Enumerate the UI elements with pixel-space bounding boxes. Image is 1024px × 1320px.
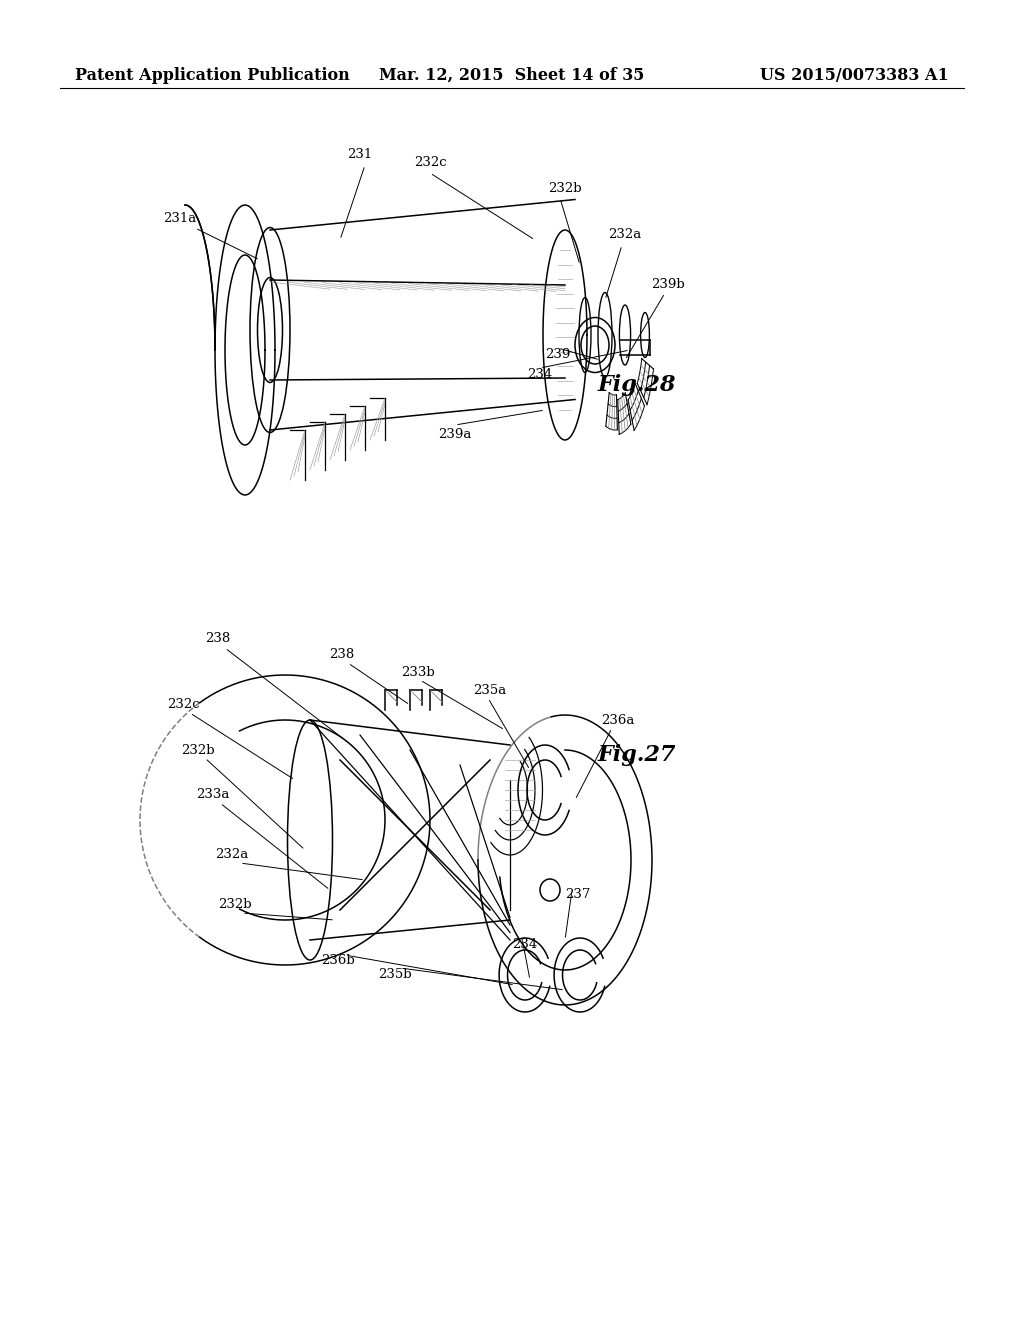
Text: 235b: 235b — [378, 969, 412, 982]
Text: 232a: 232a — [215, 849, 249, 862]
Text: Patent Application Publication: Patent Application Publication — [75, 66, 350, 83]
Text: 239: 239 — [546, 348, 570, 362]
Text: 234: 234 — [527, 368, 553, 381]
Text: 236b: 236b — [322, 953, 355, 966]
Text: 231: 231 — [347, 149, 373, 161]
Text: 232a: 232a — [608, 228, 642, 242]
Text: 232b: 232b — [218, 899, 252, 912]
Text: 239b: 239b — [651, 279, 685, 292]
Text: 238: 238 — [206, 631, 230, 644]
Text: 232b: 232b — [181, 743, 215, 756]
Text: 238: 238 — [330, 648, 354, 661]
Text: 236a: 236a — [601, 714, 635, 726]
Text: Fig.27: Fig.27 — [598, 744, 677, 766]
Text: Fig.28: Fig.28 — [598, 374, 677, 396]
Text: Mar. 12, 2015  Sheet 14 of 35: Mar. 12, 2015 Sheet 14 of 35 — [379, 66, 645, 83]
Text: 239a: 239a — [438, 429, 472, 441]
Text: 232c: 232c — [167, 698, 200, 711]
Text: 232b: 232b — [548, 181, 582, 194]
Text: US 2015/0073383 A1: US 2015/0073383 A1 — [760, 66, 949, 83]
Text: 234: 234 — [512, 939, 538, 952]
Text: 232c: 232c — [414, 157, 446, 169]
Text: 233b: 233b — [401, 665, 435, 678]
Text: 235a: 235a — [473, 684, 507, 697]
Text: 231a: 231a — [164, 211, 197, 224]
Text: 237: 237 — [565, 888, 591, 902]
Text: 233a: 233a — [197, 788, 229, 801]
